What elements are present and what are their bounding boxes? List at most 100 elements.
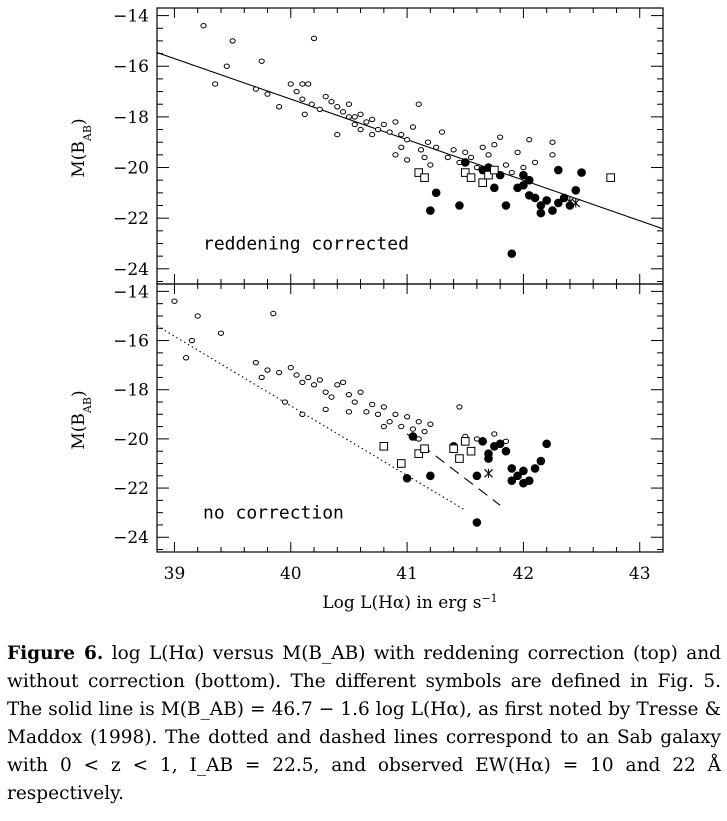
bottom-open-circle-point xyxy=(264,367,271,373)
bottom-open-circle-point xyxy=(299,379,306,386)
top-open-circle-point xyxy=(310,35,318,42)
top-open-square-point xyxy=(606,173,615,182)
bottom-open-circle-point xyxy=(369,401,376,408)
top-filled-circle-point xyxy=(455,201,464,210)
top-open-circle-point xyxy=(467,154,475,161)
top-open-circle-point xyxy=(345,114,353,120)
bottom-open-circle-point xyxy=(310,382,318,388)
top-open-circle-point xyxy=(427,162,434,168)
top-open-circle-point xyxy=(491,142,498,148)
top-open-circle-point xyxy=(223,63,230,69)
top-filled-circle-point xyxy=(536,208,546,218)
bottom-y-tick-label: −18 xyxy=(113,381,149,401)
top-open-circle-point xyxy=(392,152,399,158)
bottom-x-tick-label: 40 xyxy=(280,564,302,584)
bottom-filled-circle-point xyxy=(501,446,511,456)
top-cross-point xyxy=(571,198,581,208)
bottom-open-circle-point xyxy=(427,421,434,427)
bottom-filled-circle-point xyxy=(507,464,517,473)
figure-caption: Figure 6. log L(Hα) versus M(B_AB) with … xyxy=(7,640,721,808)
top-open-circle-point xyxy=(340,109,347,115)
top-filled-circle-point xyxy=(559,193,569,203)
bottom-open-circle-point xyxy=(182,355,190,361)
bottom-open-circle-point xyxy=(409,426,417,432)
bottom-filled-circle-point xyxy=(519,466,528,476)
top-open-circle-point xyxy=(351,114,358,120)
bottom-y-tick-label: −24 xyxy=(113,528,149,548)
bottom-filled-circle-point xyxy=(495,439,505,449)
bottom-filled-circle-point xyxy=(408,432,418,441)
top-filled-circle-point xyxy=(571,186,581,195)
top-cross-point xyxy=(565,197,575,207)
bottom-open-circle-point xyxy=(392,411,399,418)
top-open-square-point xyxy=(420,173,429,182)
bottom-open-circle-point xyxy=(491,431,498,437)
top-open-circle-point xyxy=(334,131,341,138)
top-open-circle-point xyxy=(299,81,306,87)
bottom-open-square-point xyxy=(396,459,406,468)
top-filled-circle-point xyxy=(490,183,499,193)
top-open-circle-point xyxy=(479,144,486,150)
top-filled-circle-point xyxy=(554,198,563,208)
bottom-open-circle-point xyxy=(403,414,411,420)
top-open-circle-point xyxy=(363,119,370,125)
top-filled-circle-point xyxy=(554,165,563,175)
bottom-open-circle-point xyxy=(293,372,300,378)
top-filled-circle-point xyxy=(524,175,534,185)
top-open-circle-point xyxy=(502,162,510,168)
bottom-y-tick-label: −14 xyxy=(113,282,149,302)
bottom-open-circle-point xyxy=(270,310,277,317)
bottom-open-circle-point xyxy=(398,423,405,430)
top-open-square-point xyxy=(478,178,488,188)
top-panel-annotation: reddening corrected xyxy=(203,233,409,254)
bottom-open-circle-point xyxy=(217,330,225,336)
bottom-filled-circle-point xyxy=(507,476,517,485)
top-open-circle-point xyxy=(531,159,539,166)
caption-label: Figure 6. xyxy=(7,643,104,664)
top-open-circle-point xyxy=(374,126,382,133)
bottom-open-circle-point xyxy=(258,374,265,381)
bottom-open-circle-point xyxy=(252,359,259,366)
bottom-filled-circle-point xyxy=(478,437,488,446)
top-open-circle-point xyxy=(403,157,411,163)
top-open-square-point xyxy=(414,168,424,177)
figure-6-plot: −14 −16 −18 −20 −22 −24 reddening corrected 39… xyxy=(69,7,664,613)
top-open-circle-point xyxy=(409,124,417,130)
top-open-circle-point xyxy=(526,136,533,143)
top-open-circle-point xyxy=(293,88,300,95)
top-open-circle-point xyxy=(334,104,341,110)
top-open-circle-point xyxy=(403,136,411,143)
bottom-open-circle-point xyxy=(363,409,370,415)
bottom-x-tick-label: 39 xyxy=(164,564,186,584)
top-open-circle-point xyxy=(508,169,515,176)
top-open-square-point xyxy=(466,173,476,182)
bottom-open-circle-point xyxy=(299,411,306,418)
bottom-open-circle-point xyxy=(281,399,289,405)
bottom-x-tick-label: 42 xyxy=(513,564,535,584)
bottom-open-circle-point xyxy=(328,394,335,400)
bottom-open-square-point xyxy=(414,449,424,458)
bottom-open-circle-point xyxy=(386,418,393,425)
bottom-filled-circle-point xyxy=(484,454,493,463)
top-open-circle-point xyxy=(351,121,358,128)
top-open-circle-point xyxy=(308,101,315,107)
caption-text: log L(Hα) versus M(B_AB) with reddening … xyxy=(7,643,721,804)
top-filled-circle-point xyxy=(431,188,441,198)
bottom-open-circle-point xyxy=(276,369,283,376)
top-open-circle-point xyxy=(392,119,399,125)
top-open-circle-point xyxy=(299,96,306,102)
bottom-y-tick-label: −20 xyxy=(113,430,149,450)
top-open-circle-point xyxy=(264,91,271,97)
top-y-tick-label: −14 xyxy=(113,7,149,27)
bottom-open-circle-point xyxy=(380,404,387,410)
top-open-circle-point xyxy=(438,129,446,135)
bottom-open-circle-point xyxy=(322,389,329,395)
top-open-circle-point xyxy=(316,106,323,112)
top-filled-circle-point xyxy=(542,196,551,205)
top-filled-circle-point xyxy=(501,201,511,210)
bottom-dotted-line xyxy=(157,325,466,511)
top-open-circle-point xyxy=(444,154,451,161)
bottom-open-circle-point xyxy=(340,379,347,386)
bottom-filled-circle-point xyxy=(542,439,551,449)
bottom-open-circle-point xyxy=(334,382,341,388)
